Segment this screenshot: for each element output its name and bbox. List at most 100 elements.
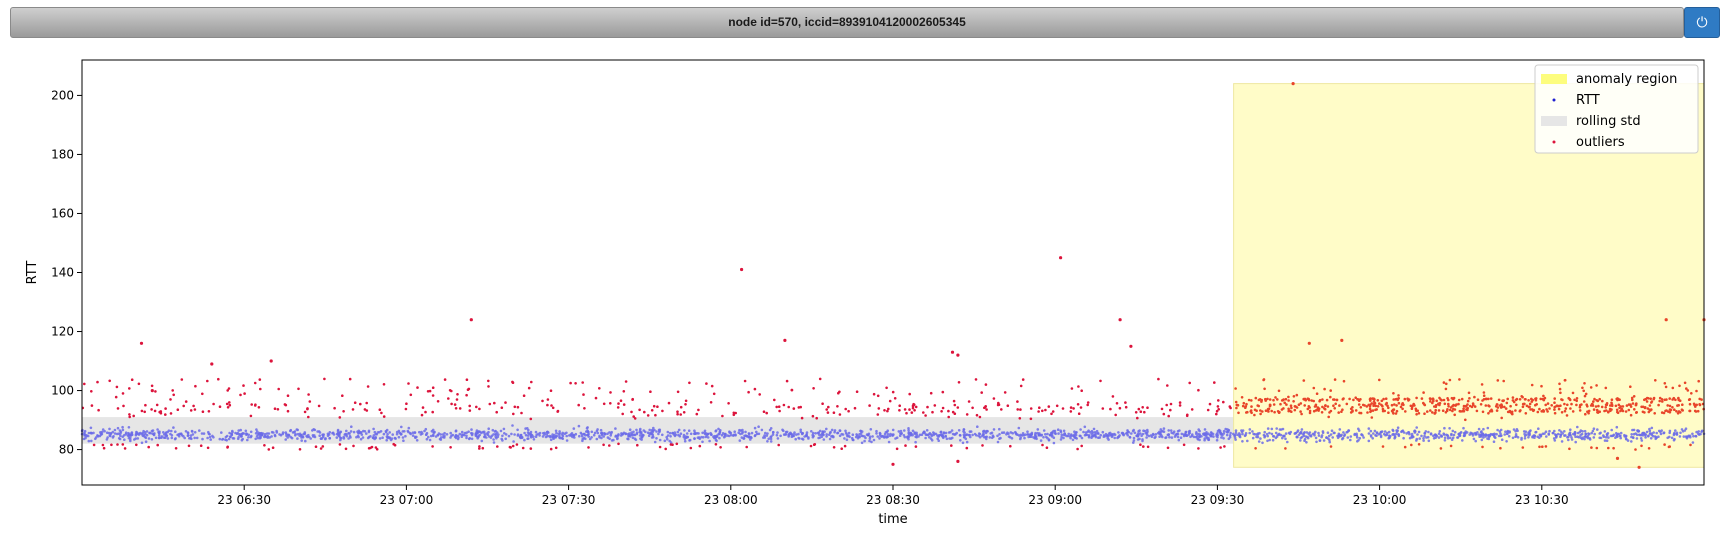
rtt-point (723, 433, 727, 437)
rtt-point (1635, 437, 1639, 440)
rtt-point (634, 438, 638, 442)
outlier-point (1630, 396, 1634, 400)
rtt-point (284, 438, 288, 441)
rtt-point (1489, 432, 1493, 436)
outlier-point (650, 409, 654, 412)
outlier-point (1649, 397, 1652, 401)
rtt-point (443, 431, 446, 435)
rtt-point (1541, 432, 1545, 436)
outlier-point (1329, 395, 1332, 399)
rtt-point (319, 437, 323, 440)
outlier-point (353, 401, 357, 405)
power-button[interactable]: ⏻ (1684, 7, 1720, 38)
rtt-point (497, 433, 500, 436)
rtt-point (1487, 437, 1491, 441)
outlier-point (1468, 404, 1472, 408)
rtt-point (640, 435, 644, 439)
outlier-point (765, 411, 768, 415)
rtt-point (1506, 432, 1509, 436)
rtt-point (1670, 436, 1674, 440)
rtt-point (1195, 431, 1198, 434)
rtt-point (1442, 432, 1445, 436)
outlier-point (1259, 412, 1262, 416)
outlier-point (1665, 409, 1668, 412)
rtt-point (1527, 436, 1530, 439)
rtt-point (688, 439, 691, 442)
outlier-point (239, 393, 242, 397)
rtt-point (127, 434, 130, 438)
outlier-point (1395, 397, 1398, 401)
outlier-point (1240, 396, 1244, 399)
outlier-point (1109, 407, 1112, 411)
rtt-point (887, 440, 891, 444)
rtt-point (1117, 431, 1120, 434)
rtt-point (526, 431, 530, 434)
rtt-point (578, 434, 581, 438)
outlier-point (758, 393, 761, 396)
rtt-point (200, 432, 204, 435)
outlier-point (1675, 410, 1678, 413)
outlier-point (1553, 401, 1556, 405)
rtt-point (527, 428, 530, 432)
outlier-point (732, 411, 736, 415)
outlier-point (1482, 391, 1486, 394)
rtt-point (1196, 438, 1200, 441)
rtt-point (1142, 429, 1145, 433)
rtt-point (83, 429, 87, 433)
rtt-point (439, 438, 443, 441)
rtt-point (1341, 437, 1344, 441)
rtt-point (433, 430, 436, 434)
rtt-point (1094, 434, 1097, 437)
rtt-point (170, 436, 174, 440)
rtt-point (621, 432, 624, 436)
rtt-point (1437, 436, 1441, 439)
rtt-point (1227, 428, 1231, 432)
outlier-point (1308, 409, 1312, 413)
rtt-point (1300, 428, 1304, 431)
outlier-point (495, 410, 499, 414)
rtt-point (467, 430, 470, 434)
rtt-point (693, 437, 696, 440)
outlier-point (1604, 409, 1608, 412)
rtt-point (409, 432, 413, 436)
rtt-point (1313, 434, 1316, 437)
outlier-point (306, 407, 309, 411)
outlier-point (719, 446, 722, 449)
rtt-point (331, 431, 334, 435)
rtt-point (449, 431, 453, 435)
outlier-point (546, 403, 549, 407)
outlier-point (1244, 406, 1247, 410)
outlier-point (1417, 412, 1421, 415)
rtt-point (961, 441, 965, 445)
outlier-point (609, 402, 612, 405)
outlier-point (276, 408, 280, 411)
rtt-point (1415, 439, 1418, 442)
outlier-point (443, 378, 447, 381)
outlier-point (1313, 405, 1317, 408)
outlier-point (493, 401, 496, 405)
rtt-point (949, 430, 952, 434)
rtt-point (1294, 431, 1297, 435)
outlier-point (956, 459, 960, 463)
outlier-point (1677, 410, 1681, 413)
rtt-point (147, 437, 151, 440)
rtt-point (501, 434, 504, 438)
rtt-point (140, 432, 143, 436)
outlier-point (1079, 406, 1083, 409)
rtt-point (182, 435, 185, 438)
rtt-point (1567, 438, 1570, 442)
rtt-point (373, 437, 376, 441)
outlier-point (1592, 408, 1596, 411)
outlier-point (1387, 411, 1390, 415)
rtt-point (1117, 435, 1121, 438)
outlier-point (1137, 407, 1141, 411)
rtt-point (845, 433, 849, 436)
rtt-point (818, 433, 821, 437)
rtt-point (465, 434, 468, 438)
outlier-point (1041, 443, 1044, 447)
rtt-point (1504, 430, 1507, 434)
rtt-point (609, 434, 612, 437)
outlier-point (891, 462, 895, 466)
outlier-point (253, 404, 257, 407)
rtt-point (709, 431, 712, 435)
